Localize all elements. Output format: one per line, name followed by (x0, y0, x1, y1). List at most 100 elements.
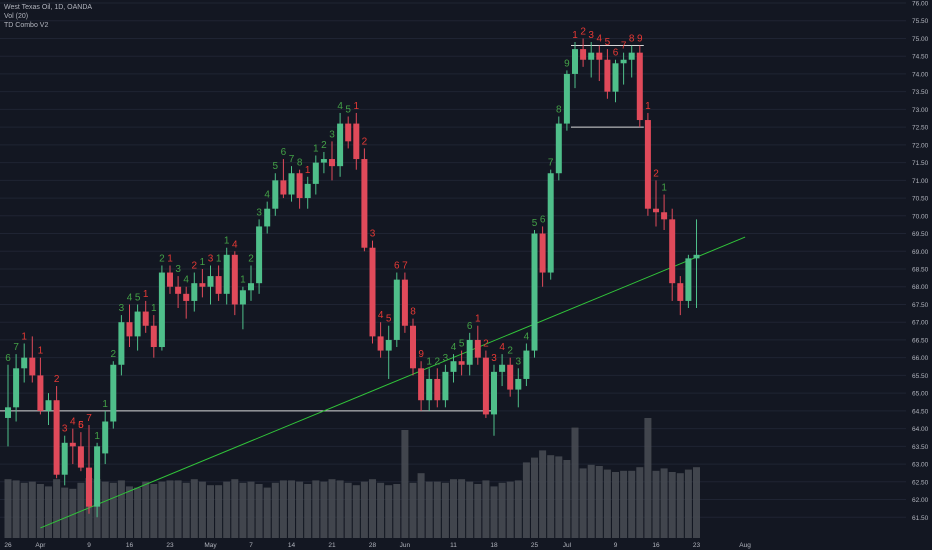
candle-body (256, 226, 263, 284)
price-tick-label: 65.00 (912, 391, 929, 398)
volume-bar (644, 418, 652, 538)
price-tick-label: 66.50 (912, 337, 929, 344)
volume-bar (271, 482, 279, 538)
candle-body (361, 159, 368, 248)
candle-body (248, 283, 254, 291)
volume-bar (668, 472, 676, 538)
td-count-label: 2 (54, 374, 60, 385)
candle-body (604, 59, 611, 92)
chart-legend: West Texas Oil, 1D, OANDA Vol (20) TD Co… (4, 3, 92, 30)
volume-bar (482, 480, 490, 538)
td-count-label: 6 (540, 214, 546, 225)
candle-body (539, 233, 546, 273)
price-tick-label: 70.50 (912, 196, 929, 203)
volume-bar (628, 470, 636, 538)
time-tick-label: 25 (531, 542, 539, 549)
price-tick-label: 65.50 (912, 373, 929, 380)
time-tick-label: 9 (614, 542, 618, 549)
price-tick-label: 68.50 (912, 267, 929, 274)
volume-bar (288, 480, 295, 538)
volume-bar (360, 481, 368, 538)
candle-body (677, 283, 684, 301)
candle-body (685, 258, 692, 301)
price-tick-label: 64.00 (912, 426, 929, 433)
time-tick-label: 18 (490, 542, 498, 549)
time-axis (0, 539, 932, 550)
price-tick-label: 67.50 (912, 302, 929, 309)
volume-bar (279, 480, 287, 538)
volume-bar (239, 482, 247, 538)
td-count-label: 5 (605, 37, 611, 48)
td-count-label: 6 (5, 353, 11, 364)
td-combo-indicator-label[interactable]: TD Combo V2 (4, 22, 49, 29)
price-tick-label: 63.00 (912, 462, 929, 469)
td-count-label: 2 (653, 168, 659, 179)
candle-body (37, 375, 44, 411)
td-count-label: 4 (127, 292, 133, 303)
volume-bar (547, 455, 555, 538)
td-count-label: 2 (111, 349, 117, 360)
volume-bar (336, 480, 344, 538)
candle-body (499, 364, 506, 372)
td-count-label: 3 (208, 253, 214, 264)
td-count-label: 7 (548, 158, 554, 169)
volume-bar (255, 484, 263, 538)
candle-body (280, 180, 287, 195)
time-tick-label: 16 (652, 542, 660, 549)
td-count-label: 3 (588, 30, 594, 41)
price-tick-label: 76.00 (912, 1, 929, 8)
volume-bar (223, 481, 231, 538)
volume-bar (595, 466, 603, 538)
candle-body (288, 173, 295, 195)
symbol-title: West Texas Oil, 1D, OANDA (4, 4, 93, 11)
trendline (40, 236, 746, 529)
volume-bar (36, 484, 44, 538)
volume-bar (385, 485, 393, 538)
time-tick-label: 7 (249, 542, 253, 549)
candle-body (612, 63, 619, 92)
volume-bar (150, 484, 158, 538)
candle-body (410, 325, 416, 369)
td-count-label: 1 (143, 289, 149, 300)
volume-bar (466, 481, 474, 538)
td-count-label: 7 (402, 261, 408, 272)
volume-bar (215, 485, 223, 538)
volume-bar (369, 479, 376, 538)
td-count-label: 6 (394, 261, 400, 272)
td-count-label: 1 (354, 101, 360, 112)
td-count-label: 3 (256, 207, 262, 218)
time-tick-label: 21 (328, 542, 336, 549)
price-tick-label: 73.00 (912, 107, 929, 114)
td-count-label: 1 (313, 144, 319, 155)
candle-body (482, 357, 489, 415)
price-tick-label: 71.50 (912, 160, 929, 167)
time-tick-label: 28 (369, 542, 377, 549)
candle-body (450, 361, 457, 372)
volume-bar (158, 481, 166, 538)
volume-bar (352, 485, 360, 538)
price-tick-label: 75.50 (912, 18, 929, 25)
candle-body (86, 467, 92, 507)
td-count-label: 9 (418, 349, 424, 360)
candle-body (507, 364, 514, 390)
td-count-label: 2 (507, 346, 513, 357)
td-count-label: 6 (78, 420, 84, 431)
time-tick-label: 26 (4, 542, 12, 549)
candle-body (515, 378, 522, 390)
candle-body (264, 208, 271, 227)
volume-bar (417, 473, 425, 538)
candle-body (94, 446, 101, 507)
td-count-label: 5 (78, 420, 84, 431)
candle-body (434, 378, 441, 401)
td-count-label: 1 (38, 346, 44, 357)
candle-body (61, 442, 68, 475)
volume-bar (328, 479, 336, 538)
price-tick-label: 62.50 (912, 479, 929, 486)
time-tick-label: 11 (450, 542, 457, 549)
volume-bar (61, 487, 69, 538)
td-count-label: 3 (491, 353, 497, 364)
volume-bar (474, 484, 482, 538)
volume-bar (579, 468, 587, 538)
volume-indicator-label[interactable]: Vol (20) (4, 13, 29, 20)
